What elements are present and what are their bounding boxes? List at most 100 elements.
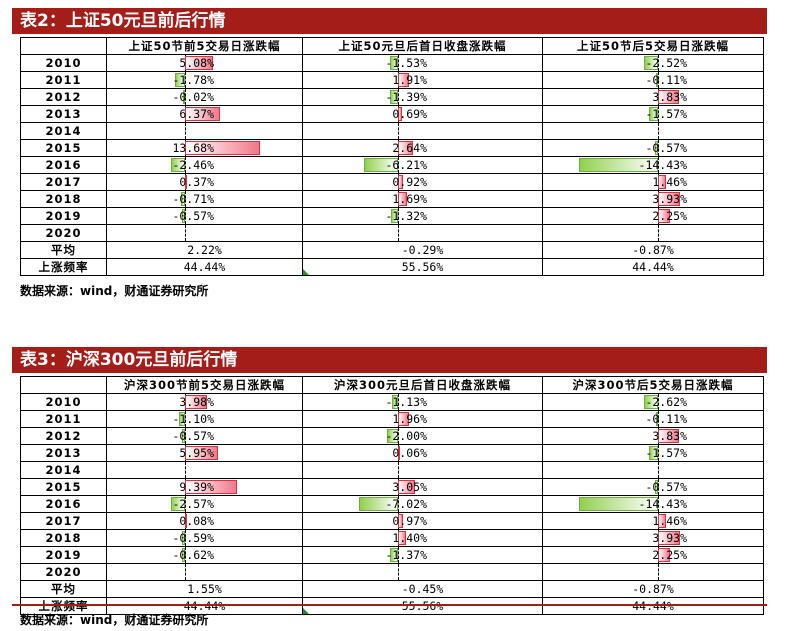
year-label: 2017 <box>20 512 107 530</box>
cell-value: -2.00% <box>385 429 427 443</box>
cell-value: -2.57% <box>172 497 214 511</box>
comment-marker <box>303 608 309 614</box>
year-label: 2014 <box>20 461 107 479</box>
year-label: 2013 <box>20 105 107 123</box>
summary-value: 44.44% <box>542 258 764 276</box>
value-cell <box>106 122 303 140</box>
summary-label: 上涨频率 <box>20 597 107 615</box>
value-cell: -0.62% <box>106 546 303 564</box>
cell-value: 13.68% <box>172 141 214 155</box>
value-cell: -0.57% <box>106 207 303 225</box>
zero-axis <box>185 547 186 563</box>
cell-value: 3.93% <box>652 531 687 545</box>
negative-bar <box>654 141 658 155</box>
value-cell <box>302 122 543 140</box>
negative-bar <box>363 158 398 172</box>
positive-bar <box>398 73 409 87</box>
value-cell: 0.92% <box>302 173 543 191</box>
year-label: 2018 <box>20 529 107 547</box>
table-row: 2011 -1.78% 1.91% -0.11% <box>20 71 764 89</box>
summary-value: -0.45% <box>302 580 543 598</box>
year-label: 2010 <box>20 393 107 411</box>
negative-bar <box>649 446 658 460</box>
zero-axis <box>658 479 659 495</box>
zero-axis <box>658 72 659 88</box>
negative-bar <box>656 412 658 426</box>
value-cell: -1.57% <box>542 444 764 462</box>
negative-bar <box>183 90 185 104</box>
table-row: 2015 13.68% 2.64% -0.57% <box>20 139 764 157</box>
negative-bar <box>390 90 398 104</box>
cell-value: -1.32% <box>385 209 427 223</box>
zero-axis <box>658 157 659 173</box>
table-row: 2020 <box>20 563 764 581</box>
negative-bar <box>181 548 185 562</box>
cell-value: -1.39% <box>385 90 427 104</box>
zero-axis <box>658 106 659 122</box>
value-cell: -0.11% <box>542 71 764 89</box>
value-cell: 9.39% <box>106 478 303 496</box>
data-table-sse50: 上证50节前5交易日涨跌幅 上证50元旦后首日收盘涨跌幅 上证50节后5交易日涨跌幅… <box>20 37 764 276</box>
positive-bar <box>185 480 237 494</box>
positive-bar <box>398 446 400 460</box>
positive-bar <box>658 429 680 443</box>
zero-axis <box>658 225 659 241</box>
positive-bar <box>185 107 221 121</box>
negative-bar <box>178 412 185 426</box>
cell-value: 1.91% <box>392 73 427 87</box>
value-cell: 3.05% <box>302 478 543 496</box>
summary-value: 44.44% <box>106 597 303 615</box>
positive-bar <box>185 175 188 189</box>
summary-row: 平均 2.22% -0.29% -0.87% <box>20 241 764 259</box>
positive-bar <box>398 192 408 206</box>
year-label: 2020 <box>20 563 107 581</box>
zero-axis <box>185 225 186 241</box>
zero-axis <box>185 89 186 105</box>
value-cell: 3.98% <box>106 393 303 411</box>
zero-axis <box>398 157 399 173</box>
cell-value: -1.13% <box>385 395 427 409</box>
column-header: 上证50元旦后首日收盘涨跌幅 <box>302 37 543 55</box>
positive-bar <box>658 531 680 545</box>
zero-axis <box>398 428 399 444</box>
zero-axis <box>658 445 659 461</box>
table-row: 2010 5.08% -1.53% -2.52% <box>20 54 764 72</box>
value-cell: 3.83% <box>542 88 764 106</box>
value-cell <box>542 461 764 479</box>
table-row: 2018 -0.71% 1.69% 3.93% <box>20 190 764 208</box>
value-cell: -1.10% <box>106 410 303 428</box>
value-cell: 5.08% <box>106 54 303 72</box>
table-row: 2019 -0.57% -1.32% 2.25% <box>20 207 764 225</box>
cell-value: -1.78% <box>172 73 214 87</box>
summary-value: 44.44% <box>106 258 303 276</box>
value-cell: 5.95% <box>106 444 303 462</box>
column-header: 上证50节前5交易日涨跌幅 <box>106 37 303 55</box>
zero-axis <box>185 462 186 478</box>
value-cell <box>302 461 543 479</box>
cell-value: -0.57% <box>172 429 214 443</box>
cell-value: 9.39% <box>179 480 214 494</box>
zero-axis <box>658 496 659 512</box>
cell-value: -14.43% <box>638 158 687 172</box>
cell-value: -2.46% <box>172 158 214 172</box>
zero-axis <box>658 462 659 478</box>
year-label: 2013 <box>20 444 107 462</box>
negative-bar <box>656 73 658 87</box>
value-cell: -2.00% <box>302 427 543 445</box>
summary-value: -0.29% <box>302 241 543 259</box>
value-cell <box>542 122 764 140</box>
summary-value: 1.55% <box>106 580 303 598</box>
zero-axis <box>398 89 399 105</box>
table-row: 2016 -2.46% -6.21% -14.43% <box>20 156 764 174</box>
value-cell: -0.71% <box>106 190 303 208</box>
table-row: 2016 -2.57% -7.02% -14.43% <box>20 495 764 513</box>
summary-value: 55.56% <box>302 597 543 615</box>
positive-bar <box>658 209 671 223</box>
cell-value: -6.21% <box>385 158 427 172</box>
value-cell: 2.25% <box>542 546 764 564</box>
negative-bar <box>654 480 658 494</box>
negative-bar <box>644 56 658 70</box>
table-row: 2018 -0.59% 1.40% 3.93% <box>20 529 764 547</box>
negative-bar <box>181 209 185 223</box>
summary-label: 平均 <box>20 241 107 259</box>
